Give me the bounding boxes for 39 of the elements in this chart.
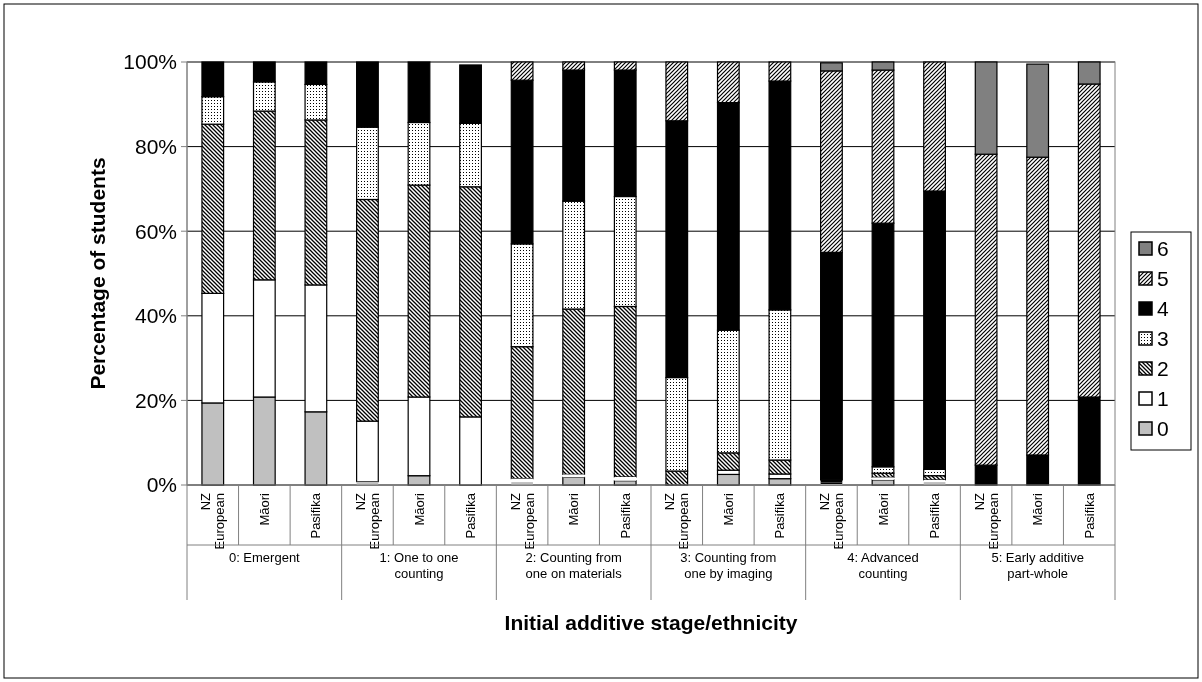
y-tick-label: 80% — [134, 134, 177, 158]
x-tick-label: NZ European — [198, 492, 228, 550]
y-tick-label: 40% — [134, 304, 177, 328]
y-tick-label: 100% — [123, 50, 177, 74]
x-tick-label: Māori — [256, 492, 272, 526]
legend-label: 4 — [1157, 297, 1169, 321]
y-tick-label: 20% — [134, 388, 177, 412]
x-tick-label: NZ European — [662, 492, 692, 550]
y-axis-title: Percentage of students — [86, 157, 109, 390]
x-tick-label: Māori — [566, 492, 582, 526]
text: 5: Early additive part-whole — [991, 550, 1084, 581]
x-axis-title: Initial additive stage/ethnicity — [504, 611, 798, 634]
legend-label: 5 — [1157, 267, 1169, 291]
legend-label: 1 — [1157, 387, 1169, 411]
x-tick-label: NZ European — [816, 492, 847, 550]
x-tick-label: Pasifika — [308, 492, 324, 539]
x-tick-label: NZ European — [352, 492, 383, 550]
text: 4: Advanced counting — [847, 550, 919, 581]
legend-label: 3 — [1157, 327, 1169, 351]
x-tick-label: Pasifika — [1081, 492, 1097, 539]
legend-label: 2 — [1157, 357, 1169, 381]
x-tick-label: Pasifika — [463, 492, 479, 539]
x-tick-label: Māori — [875, 492, 891, 526]
y-tick-label: 0% — [146, 473, 177, 497]
text: 1: One to one counting — [379, 550, 459, 581]
text: 2: Counting from one on materials — [525, 550, 623, 581]
x-tick-label: Māori — [720, 492, 736, 526]
x-tick-label: Pasifika — [927, 492, 943, 539]
x-tick-label: Pasifika — [617, 492, 633, 539]
x-tick-label: Māori — [1030, 492, 1046, 526]
x-tick-label: Pasifika — [772, 492, 788, 539]
legend-label: 0 — [1157, 417, 1169, 441]
x-tick-label: NZ European — [507, 492, 537, 550]
text: 3: Counting from one by imaging — [680, 550, 777, 581]
legend-label: 6 — [1157, 237, 1169, 261]
x-tick-label: Māori — [411, 492, 427, 526]
x-tick-label: NZ European — [971, 492, 1001, 550]
y-tick-label: 60% — [134, 219, 177, 243]
text: 0: Emergent — [228, 550, 301, 565]
